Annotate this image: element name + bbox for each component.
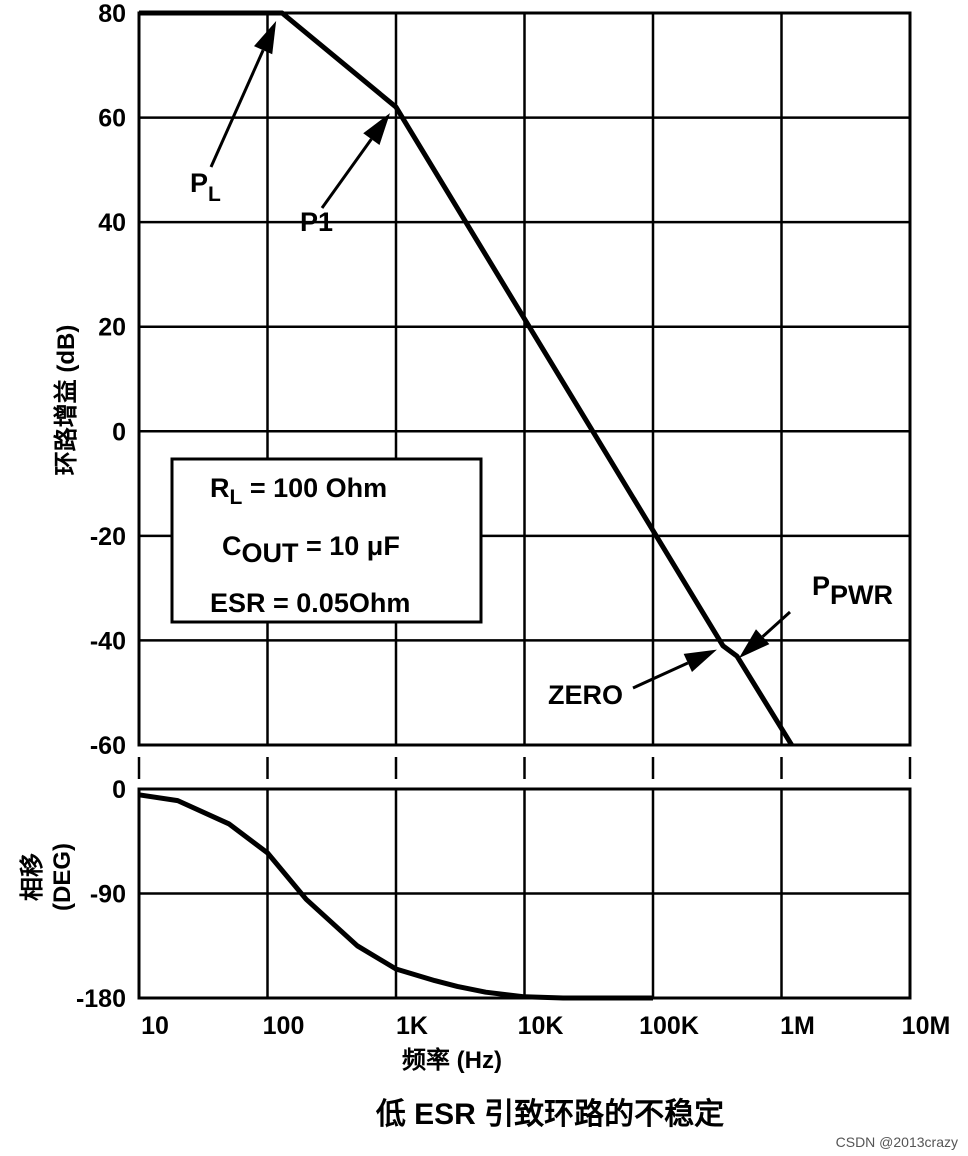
phase-y-axis-label-line1: 相移 <box>19 853 46 901</box>
gain-y-tick-label: -20 <box>90 523 126 551</box>
x-tick-label: 10K <box>518 1012 564 1040</box>
param-esr: ESR = 0.05Ohm <box>210 588 410 618</box>
phase-y-tick-label: 0 <box>112 776 126 804</box>
x-tick-label: 1M <box>780 1012 815 1040</box>
parameters-box: RL = 100 Ohm COUT = 10 μF ESR = 0.05Ohm <box>170 457 483 624</box>
annotation-ppwr-arrow <box>738 610 792 659</box>
annotation-zero-arrow <box>632 649 717 690</box>
gain-y-tick-label: 40 <box>98 209 126 237</box>
watermark: CSDN @2013crazy <box>836 1134 958 1150</box>
x-tick-label: 10M <box>902 1012 951 1040</box>
gain-y-tick-label: 60 <box>98 105 126 133</box>
x-tick-label: 10 <box>141 1012 169 1040</box>
param-cout: COUT = 10 μF <box>222 531 400 568</box>
figure-caption: 低 ESR 引致环路的不稳定 <box>375 1097 724 1131</box>
annotation-zero-label: ZERO <box>548 680 623 710</box>
parameters-box-frame <box>170 457 483 624</box>
gain-y-tick-label: -60 <box>90 732 126 760</box>
x-axis-label: 频率 (Hz) <box>402 1046 502 1074</box>
gain-y-tick-label: -40 <box>90 627 126 655</box>
phase-series <box>138 792 653 1001</box>
between-panel-tick-marks <box>137 757 912 779</box>
phase-y-axis-label-line2: (DEG) <box>49 843 76 911</box>
gain-line <box>139 10 794 747</box>
x-tick-label: 100K <box>639 1012 699 1040</box>
x-tick-labels: 10 100 1K 10K 100K 1M 10M <box>141 1012 950 1040</box>
phase-line <box>138 792 653 1001</box>
param-rl: RL = 100 Ohm <box>210 473 387 509</box>
phase-y-tick-label: -180 <box>76 985 126 1013</box>
gain-y-tick-label: 0 <box>112 418 126 446</box>
annotation-ppwr-label: PPWR <box>812 571 893 610</box>
annotation-p1-label: P1 <box>300 207 333 237</box>
phase-y-tick-labels: 0 -90 -180 <box>76 776 126 1013</box>
pole-zero-annotations <box>209 21 792 690</box>
gain-y-tick-labels: 80 60 40 20 0 -20 -40 -60 <box>90 0 126 760</box>
gain-y-tick-label: 80 <box>98 0 126 28</box>
phase-grid <box>137 787 912 1000</box>
gain-grid <box>137 11 912 747</box>
phase-y-tick-label: -90 <box>90 881 126 909</box>
x-tick-label: 1K <box>396 1012 428 1040</box>
x-tick-label: 100 <box>263 1012 305 1040</box>
gain-y-axis-label: 环路增益 (dB) <box>52 325 80 476</box>
annotation-p1-arrow <box>320 113 390 209</box>
gain-series <box>139 10 794 747</box>
gain-y-tick-label: 20 <box>98 314 126 342</box>
annotation-pl-label: PL <box>190 168 221 206</box>
annotation-pl-arrow <box>209 21 277 168</box>
